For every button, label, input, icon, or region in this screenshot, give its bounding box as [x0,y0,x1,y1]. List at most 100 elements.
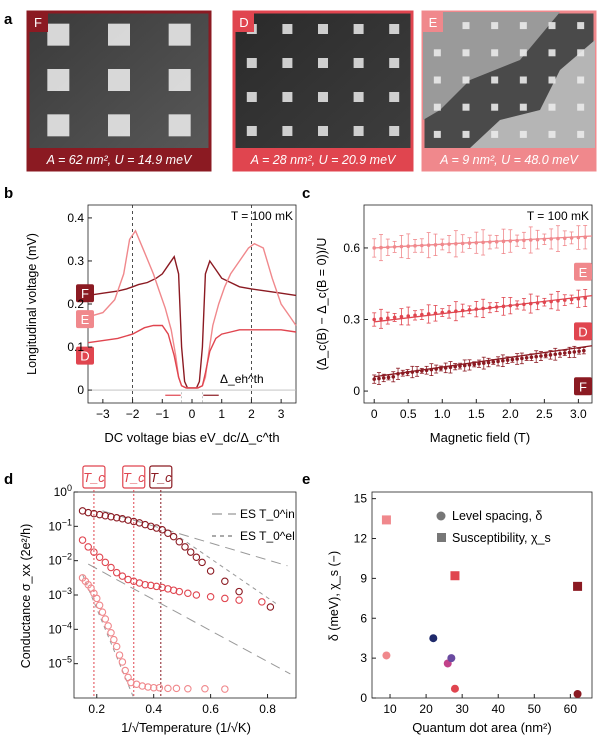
data-point-d [481,306,485,311]
x-tick-label: 0.6 [202,702,219,716]
data-point-d [433,311,438,316]
data-point-d [78,536,87,544]
legend-level-spacing-marker [436,511,446,521]
y-tick-label: 10−3 [48,586,72,602]
data-point-f [95,510,104,519]
data-point-f [266,603,275,611]
lattice-dot [318,24,328,34]
data-point-e [379,245,383,250]
data-point-e [221,685,229,693]
y-tick-label: 0.1 [67,340,84,354]
data-point-d [147,581,155,590]
series-badge-label-f: F [579,379,587,394]
data-point-f [453,364,458,369]
data-point-f [175,538,184,546]
lattice-dot [519,103,527,111]
data-point-f [192,553,201,561]
data-point-f [534,354,538,359]
data-point-f [164,529,172,537]
image-caption-d-box [234,148,412,170]
y-tick-label: 10−1 [48,517,72,533]
data-point-e [155,683,164,692]
data-point-f [448,365,453,370]
data-point-d [460,308,465,313]
data-point-e [172,684,181,693]
lattice-dot [246,126,257,136]
legend-susceptibility-marker [437,533,446,542]
data-point-d [95,553,104,561]
data-point-e [433,243,438,247]
data-point-f [543,353,548,358]
data-point-e [413,244,417,248]
chart-c-temperature: T = 100 mK [527,209,589,223]
x-tick-label: 0 [189,407,196,421]
data-point-d [447,310,451,314]
x-tick-label: 3.0 [570,407,587,421]
data-point-d [406,314,411,318]
data-point-e [542,237,547,242]
data-point-f [221,577,229,586]
data-point-f [548,353,553,357]
y-tick-label: 3 [360,651,367,665]
lattice-dot [548,22,556,30]
data-point-e [138,682,147,690]
data-point-d [192,591,201,599]
data-point-f [377,376,381,381]
tc-label: T_c [150,470,172,485]
lattice-dot [491,76,499,84]
data-point-d [467,308,472,312]
data-point-e [149,683,158,692]
image-tag-f-box [28,12,48,32]
image-tag-e-box [423,12,443,32]
lattice-dot [462,49,470,57]
lattice-dot [282,92,293,102]
lattice-dot [389,92,400,102]
lattice-dot [47,114,70,137]
data-point-e [104,622,112,630]
data-point-e [522,238,526,243]
image-caption-f-box [28,148,210,170]
data-point-f [458,364,462,368]
data-point-f [515,357,519,361]
chart-c-ylabel: (Δ_c(B) − Δ_c(B = 0))/U [315,238,329,371]
series-badge-label-d: D [80,349,89,364]
data-point-f [391,374,396,379]
lattice-dot [577,22,585,30]
x-tick-label: 2.0 [502,407,519,421]
y-tick-label: 15 [354,492,368,506]
data-point-e [144,683,152,691]
series-badge-f [574,377,592,396]
data-point-d [488,305,492,310]
series-badge-label-f: F [81,286,89,301]
lattice-dot [282,58,293,68]
series-line-f [87,255,297,389]
data-point-d [549,299,553,304]
data-point-d [494,305,499,309]
x-tick-label: 2 [248,407,255,421]
data-point-d [175,587,184,596]
data-point-f [396,371,400,376]
data-point-f [562,351,567,355]
data-point-d [413,313,417,318]
lattice-dot [433,49,441,57]
lattice-dot [318,58,328,68]
tc-label: T_c [123,470,145,485]
data-point-e [426,243,431,247]
lattice-dot [108,69,130,91]
x-tick-label: 0.5 [400,407,417,421]
data-point-f [186,548,195,556]
es-fit-line [173,532,277,604]
level-spacing-point [450,684,459,693]
lattice-dot [389,24,400,34]
data-point-e [535,237,540,242]
x-tick-label: 0.4 [145,702,162,716]
series-badge-label-d: D [578,324,587,339]
chart-c: E D F 0 0.5 1.0 1.5 2.0 2.5 3.0 0 0.3 0.6 T = 100 mK… [315,204,593,445]
lattice-dot [168,69,191,91]
lattice-dot [353,58,364,68]
data-point-f [420,369,424,373]
data-point-f [415,369,419,374]
data-point-e [569,236,574,240]
data-point-f [491,360,496,364]
lattice-dot [433,76,441,84]
